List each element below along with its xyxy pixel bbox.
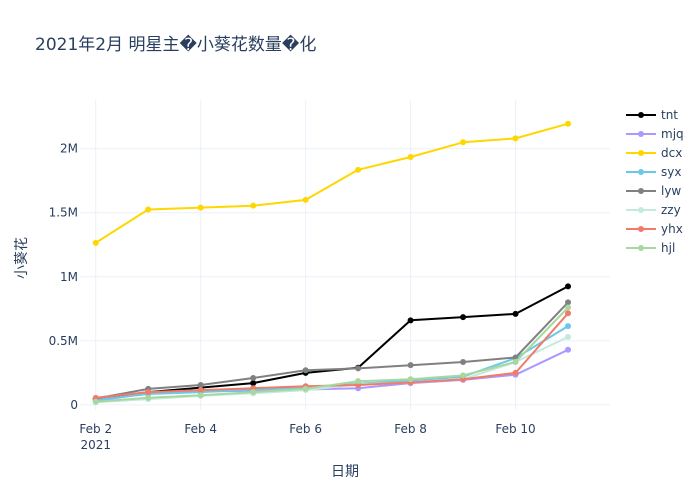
x-axis-ticks: Feb 2 2021 Feb 4 Feb 6 Feb 8 Feb 10 [79,422,535,452]
series-line-hjl [95,306,569,403]
data-point-dcx [407,154,414,161]
data-point-lyw [460,358,467,365]
legend-item-zzy[interactable]: zzy [626,203,681,217]
legend-label: zzy [661,203,681,217]
data-point-lyw [302,367,309,374]
grid [80,100,610,410]
data-point-lyw [250,374,257,381]
data-point-zzy [565,333,572,340]
data-point-dcx [302,196,309,203]
data-point-hjl [302,385,309,392]
series-hjl [92,304,572,405]
legend-swatch-marker [638,131,644,137]
series-line-lyw [95,301,569,400]
x-tick-sublabel: 2021 [80,438,111,452]
data-point-syx [565,323,572,330]
data-point-tnt [460,314,467,321]
data-point-hjl [355,378,362,385]
data-point-dcx [145,206,152,213]
x-tick-label: Feb 2 [79,422,112,436]
data-point-yhx [565,310,572,317]
data-point-hjl [460,372,467,379]
data-point-hjl [407,376,414,383]
data-point-lyw [407,362,414,369]
legend-swatch-marker [638,226,644,232]
legend-item-yhx[interactable]: yhx [626,222,683,236]
data-point-dcx [512,135,519,142]
y-tick-label: 0.5M [49,334,78,348]
data-point-tnt [250,380,257,387]
x-tick-label: Feb 6 [289,422,322,436]
x-tick-label: Feb 8 [394,422,427,436]
data-point-yhx [197,387,204,394]
legend[interactable]: tnt mjq dcx syx lyw zzy yhx hjl [626,108,684,255]
legend-label: hjl [661,241,675,255]
x-tick-label: Feb 10 [495,422,535,436]
series-dcx [92,120,572,246]
data-point-hjl [145,394,152,401]
data-point-yhx [145,389,152,396]
legend-item-dcx[interactable]: dcx [626,146,682,160]
legend-item-lyw[interactable]: lyw [626,184,681,198]
data-point-hjl [197,392,204,399]
legend-label: syx [661,165,681,179]
data-point-hjl [92,398,99,405]
data-point-dcx [92,239,99,246]
data-point-mjq [565,346,572,353]
data-point-dcx [250,202,257,209]
data-point-lyw [197,382,204,389]
data-point-hjl [512,358,519,365]
data-point-lyw [565,299,572,306]
y-axis-title: 小葵花 [14,237,30,279]
y-tick-label: 0 [70,398,78,412]
legend-label: yhx [661,222,683,236]
series-line-dcx [95,122,569,244]
data-point-dcx [460,139,467,146]
data-point-tnt [565,283,572,290]
data-point-hjl [565,304,572,311]
data-point-dcx [355,166,362,173]
legend-swatch-marker [638,112,644,118]
x-axis-title: 日期 [331,464,359,480]
legend-swatch-marker [638,150,644,156]
series-line-tnt [95,285,569,401]
y-axis-ticks: 0 0.5M 1M 1.5M 2M [49,142,78,412]
data-point-lyw [355,365,362,372]
data-point-yhx [512,369,519,376]
legend-label: dcx [661,146,682,160]
legend-item-tnt[interactable]: tnt [626,108,678,122]
legend-swatch-marker [638,169,644,175]
legend-label: tnt [661,108,678,122]
y-tick-label: 1M [60,270,78,284]
series-lines [92,120,572,406]
legend-swatch-marker [638,245,644,251]
data-point-hjl [250,389,257,396]
y-tick-label: 2M [60,142,78,156]
data-point-tnt [407,317,414,324]
legend-item-mjq[interactable]: mjq [626,127,684,141]
legend-item-hjl[interactable]: hjl [626,241,675,255]
y-tick-label: 1.5M [49,206,78,220]
data-point-dcx [565,120,572,127]
legend-label: lyw [661,184,681,198]
legend-label: mjq [661,127,684,141]
legend-swatch-marker [638,188,644,194]
data-point-dcx [197,204,204,211]
x-tick-label: Feb 4 [184,422,217,436]
legend-item-syx[interactable]: syx [626,165,681,179]
chart-title: 2021年2月 明星主�小葵花数量�化 [35,34,316,55]
legend-swatch-marker [638,207,644,213]
data-point-tnt [512,310,519,317]
